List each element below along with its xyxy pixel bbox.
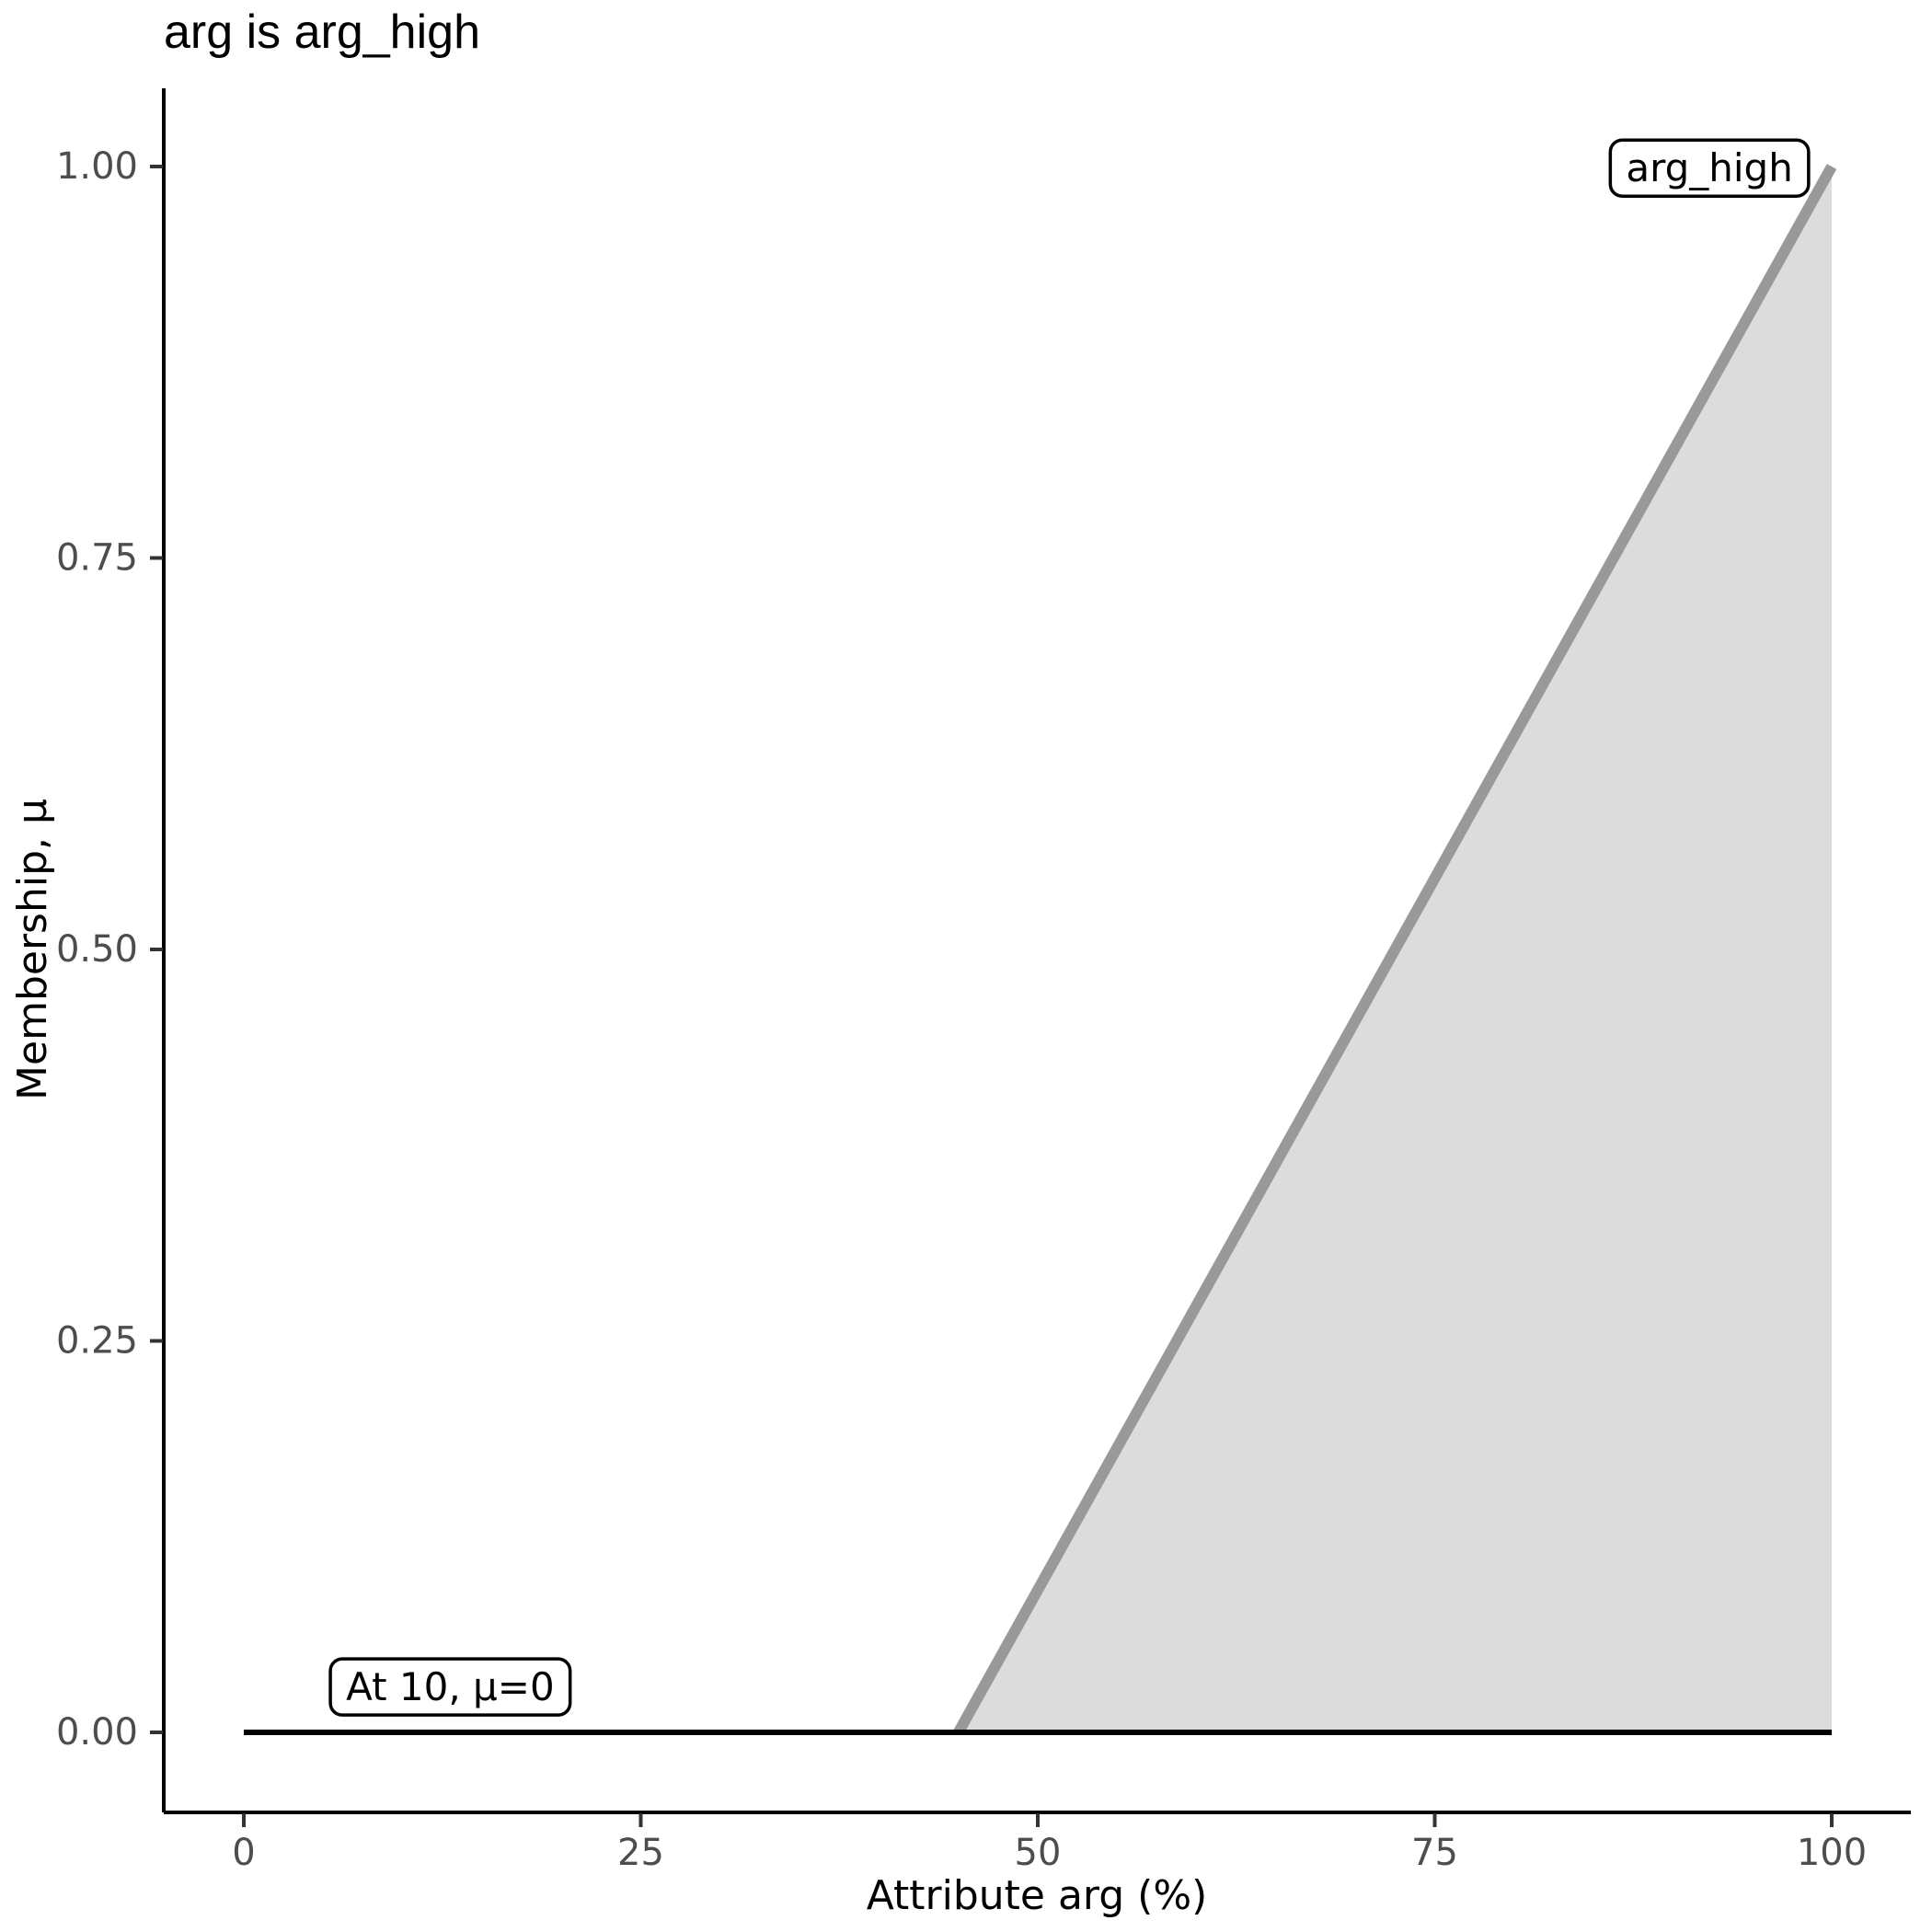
- annotation-text: arg_high: [1626, 145, 1793, 190]
- annotation-box: [328, 1657, 572, 1717]
- x-tick-label: 75: [1411, 1832, 1458, 1874]
- y-tick-label: 0.50: [56, 928, 138, 971]
- x-axis-ticks: 0 25 50 75 100: [232, 1813, 1867, 1874]
- y-tick-label: 0.75: [56, 537, 138, 580]
- y-tick-label: 0.00: [56, 1711, 138, 1754]
- annotation-box: [1608, 138, 1811, 198]
- y-axis-ticks: 0.00 0.25 0.50 0.75 1.00: [56, 145, 163, 1754]
- x-tick-label: 50: [1015, 1832, 1062, 1874]
- plot-title: arg is arg_high: [164, 6, 480, 59]
- x-tick-label: 0: [232, 1832, 255, 1874]
- x-tick-label: 100: [1797, 1832, 1867, 1874]
- annotation: At 10, μ=0: [328, 1657, 572, 1717]
- annotation-layer: arg_high At 10, μ=0: [328, 138, 1811, 1717]
- y-tick-label: 0.25: [56, 1320, 138, 1363]
- annotation-text: At 10, μ=0: [346, 1664, 555, 1709]
- x-tick-label: 25: [617, 1832, 664, 1874]
- arg_high-membership-function-line: [953, 164, 1837, 1735]
- y-axis-title: Membership, μ: [9, 799, 56, 1100]
- x-axis-title: Attribute arg (%): [867, 1872, 1208, 1919]
- annotation: arg_high: [1608, 138, 1811, 198]
- y-tick-label: 1.00: [56, 145, 138, 188]
- membership-line-layer: [244, 164, 1837, 1735]
